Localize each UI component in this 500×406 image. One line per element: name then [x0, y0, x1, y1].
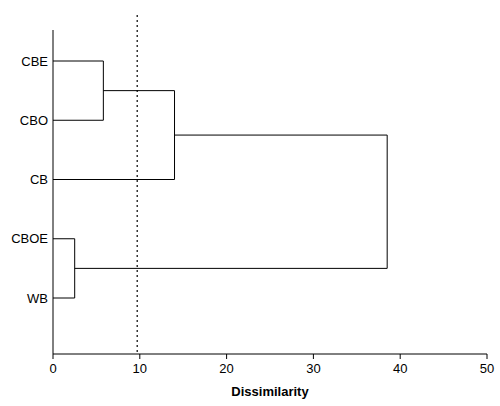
leaf-label: CB [30, 172, 48, 187]
x-tick [487, 354, 488, 359]
x-tick [313, 354, 314, 359]
x-tick-label: 20 [219, 361, 233, 376]
x-tick-label: 50 [480, 361, 494, 376]
x-tick-label: 40 [393, 361, 407, 376]
x-tick-label: 30 [306, 361, 320, 376]
x-tick-label: 0 [49, 361, 56, 376]
chart: 0 10 20 30 40 50 Dissimilarity CBE CBO CB CBOE WB [0, 0, 500, 406]
dendrogram-links [53, 15, 387, 354]
leaf-label: CBOE [11, 231, 48, 246]
leaf-label: WB [27, 291, 48, 306]
y-axis-line [53, 30, 54, 354]
x-tick [139, 354, 140, 359]
leaf-label: CBE [21, 54, 48, 69]
link [53, 239, 75, 298]
x-tick-label: 10 [133, 361, 147, 376]
threshold-line [137, 15, 138, 354]
x-axis-label: Dissimilarity [231, 384, 309, 399]
link [53, 61, 103, 120]
leaf-label: CBO [20, 113, 48, 128]
link [53, 91, 175, 180]
x-tick [226, 354, 227, 359]
x-axis-line [53, 354, 487, 355]
x-tick [53, 354, 54, 359]
x-tick [400, 354, 401, 359]
link [75, 135, 387, 268]
